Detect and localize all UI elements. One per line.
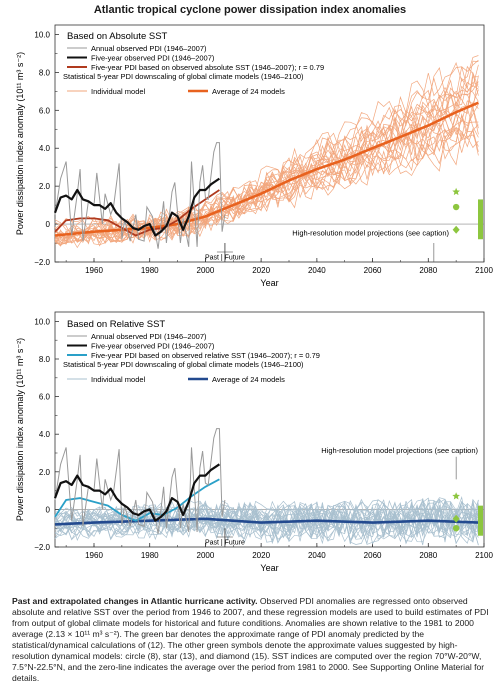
y-axis-label: Power dissipation index anomaly (10¹¹ m³… [15, 338, 25, 521]
individual-model-line [54, 506, 479, 545]
individual-model-line [54, 506, 479, 545]
plot-frame [54, 311, 485, 548]
individual-model-line [54, 75, 479, 245]
x-tick-label: 2000 [197, 266, 215, 275]
x-tick-label: 2040 [308, 551, 326, 560]
individual-model-lines [54, 55, 479, 249]
legend-annual-label: Annual observed PDI (1946–2007) [91, 332, 207, 341]
y-tick-label: −2.0 [34, 258, 50, 267]
caption-text: Observed PDI anomalies are regressed ont… [12, 596, 489, 683]
plot-frame [54, 24, 485, 263]
legend: Annual observed PDI (1946–2007)Five-year… [63, 44, 324, 96]
green-star-marker [452, 187, 460, 196]
individual-model-line [54, 65, 479, 243]
x-axis-label: Year [260, 278, 278, 288]
y-tick-label: 6.0 [39, 393, 51, 402]
x-tick-label: 2020 [252, 266, 270, 275]
figure-svg: −2.0 0 2.0 4.0 6.0 8.0 10.0 1960 1980 2000 2020 204… [15, 24, 493, 573]
green-range-bar [478, 505, 483, 536]
y-tick-label: 6.0 [39, 106, 51, 115]
individual-model-line [54, 501, 479, 535]
y-tick-label: −2.0 [34, 543, 50, 552]
x-tick-label: 1980 [141, 266, 159, 275]
five-year-observed-line [53, 177, 221, 237]
individual-model-line [54, 502, 479, 540]
figure-caption: Past and extrapolated changes in Atlanti… [12, 596, 490, 684]
y-tick-label: 4.0 [39, 430, 51, 439]
legend-regression-label: Five-year PDI based on observed relative… [91, 351, 320, 360]
legend-regression-label: Five-year PDI based on observed absolute… [91, 63, 324, 72]
x-tick-label: 1960 [85, 551, 103, 560]
y-tick-label: 2.0 [39, 468, 51, 477]
y-tick-label: 8.0 [39, 355, 51, 364]
x-tick-label: 2060 [364, 551, 382, 560]
legend-average-label: Average of 24 models [212, 87, 285, 96]
green-circle-marker [452, 525, 460, 532]
past-future-label: Past | Future [205, 540, 245, 547]
green-circle-marker [452, 203, 460, 211]
x-tick-label: 2040 [308, 266, 326, 275]
legend-statistical-label: Statistical 5-year PDI downscaling of gl… [63, 72, 304, 81]
y-tick-label: 4.0 [39, 144, 51, 153]
high-res-annotation: High-resolution model projections (see c… [292, 228, 449, 237]
legend: Annual observed PDI (1946–2007)Five-year… [63, 332, 320, 384]
legend-five-year-label: Five-year observed PDI (1946–2007) [91, 341, 215, 350]
x-tick-label: 1980 [141, 551, 159, 560]
x-tick-label: 2080 [419, 266, 437, 275]
y-axis-label: Power dissipation index anomaly (10¹¹ m³… [15, 52, 25, 235]
past-future-label: Past | Future [205, 255, 245, 262]
x-tick-label: 1960 [85, 266, 103, 275]
caption-bold: Past and extrapolated changes in Atlanti… [12, 596, 258, 606]
chart-panel-2: −2.0 0 2.0 4.0 6.0 8.0 10.0 1960 1980 2000 2020 204… [15, 311, 493, 573]
y-tick-label: 10.0 [34, 30, 50, 39]
y-tick-label: 8.0 [39, 68, 51, 77]
individual-model-line [54, 511, 479, 546]
green-range-bar [478, 199, 483, 240]
green-diamond-marker [452, 225, 460, 234]
y-tick-label: 0 [46, 505, 51, 514]
individual-model-line [54, 77, 479, 247]
chart-panel-1: −2.0 0 2.0 4.0 6.0 8.0 10.0 1960 1980 2000 2020 204… [15, 24, 493, 288]
legend-five-year-label: Five-year observed PDI (1946–2007) [91, 53, 215, 62]
y-tick-label: 2.0 [39, 182, 51, 191]
individual-model-line [54, 81, 479, 243]
green-star-marker [452, 492, 460, 500]
legend-individual-label: Individual model [91, 87, 146, 96]
individual-model-line [54, 55, 479, 242]
legend-statistical-label: Statistical 5-year PDI downscaling of gl… [63, 360, 304, 369]
green-diamond-marker [452, 514, 460, 523]
y-tick-label: 10.0 [34, 317, 50, 326]
individual-model-line [54, 507, 479, 546]
figure-title: Atlantic tropical cyclone power dissipat… [93, 4, 407, 16]
x-tick-label: 2100 [475, 266, 493, 275]
panel-title: Based on Relative SST [67, 319, 165, 330]
individual-model-line [54, 84, 479, 239]
high-res-annotation: High-resolution model projections (see c… [321, 446, 478, 455]
legend-individual-label: Individual model [91, 375, 146, 384]
y-tick-label: 0 [46, 220, 51, 229]
x-axis-label: Year [260, 563, 278, 573]
x-tick-label: 2100 [475, 551, 493, 560]
x-tick-label: 2000 [197, 551, 215, 560]
panel-title: Based on Absolute SST [67, 31, 168, 42]
x-tick-label: 2060 [364, 266, 382, 275]
legend-annual-label: Annual observed PDI (1946–2007) [91, 44, 207, 53]
five-year-observed-line [53, 463, 221, 522]
x-tick-label: 2080 [419, 551, 437, 560]
individual-model-line [54, 76, 479, 249]
x-tick-label: 2020 [252, 551, 270, 560]
average-model-line [54, 517, 479, 526]
legend-average-label: Average of 24 models [212, 375, 285, 384]
